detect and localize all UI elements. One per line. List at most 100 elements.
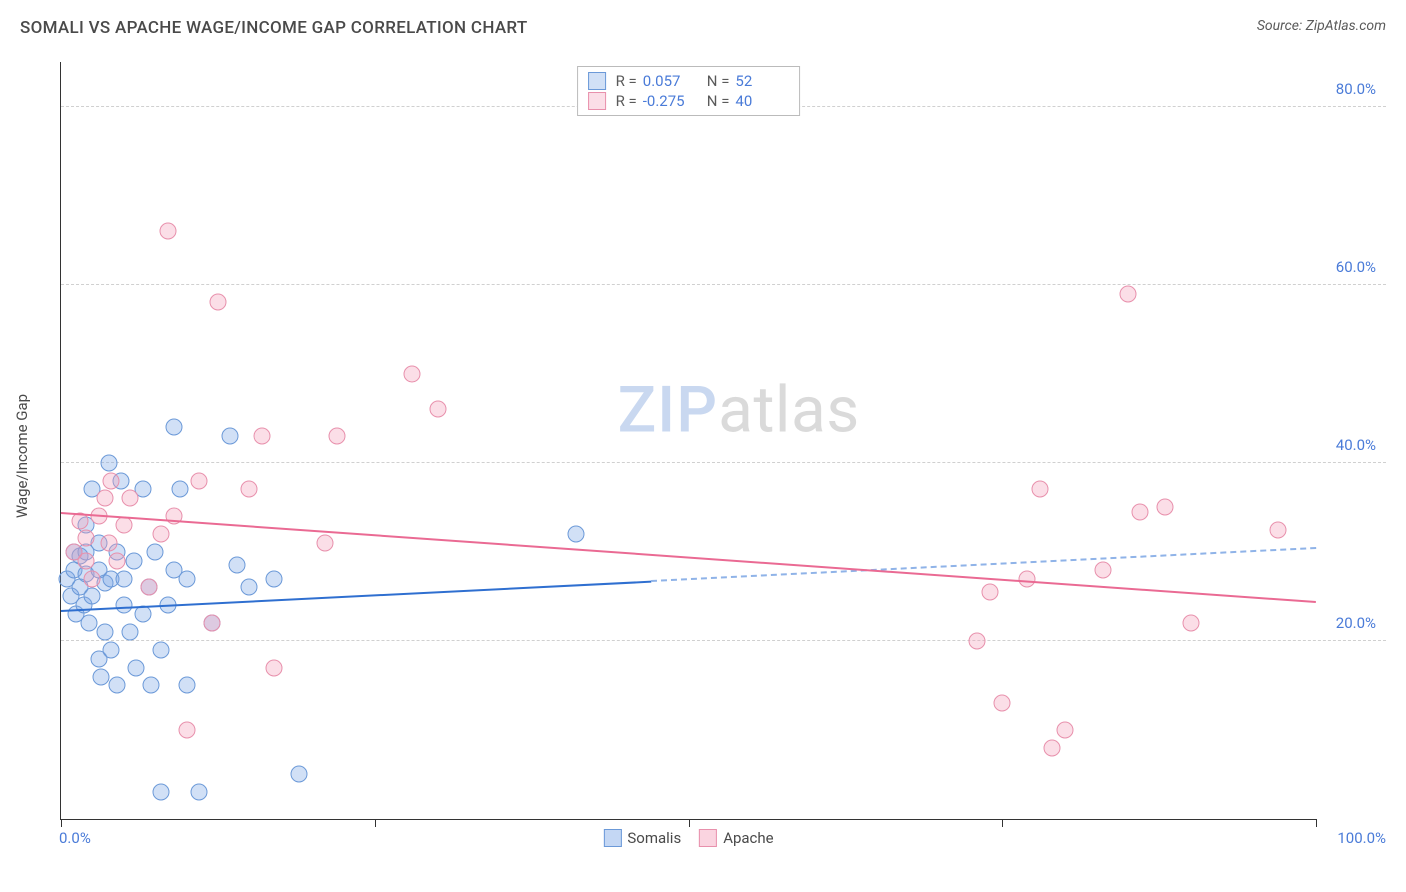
- scatter-point: [222, 428, 239, 445]
- scatter-point: [1182, 615, 1199, 632]
- x-tick-mark: [375, 819, 376, 827]
- scatter-point: [153, 784, 170, 801]
- scatter-point: [140, 579, 157, 596]
- scatter-point: [1094, 561, 1111, 578]
- legend-n-value: 52: [735, 72, 789, 90]
- scatter-point: [1157, 499, 1174, 516]
- scatter-point: [191, 784, 208, 801]
- legend-r-label: R =: [616, 72, 637, 90]
- scatter-point: [241, 481, 258, 498]
- watermark: ZIPatlas: [618, 373, 860, 448]
- scatter-point: [115, 597, 132, 614]
- legend-r-value: 0.057: [643, 72, 697, 90]
- legend-swatch: [603, 829, 621, 847]
- legend-swatch: [588, 92, 606, 110]
- gridline: [61, 462, 1386, 463]
- chart-container: Wage/Income Gap ZIPatlas R =0.057N =52R …: [50, 62, 1386, 850]
- y-tick-label: 80.0%: [1336, 80, 1376, 98]
- legend-swatch: [699, 829, 717, 847]
- y-tick-label: 20.0%: [1336, 614, 1376, 632]
- series-legend: Somalis Apache: [603, 829, 773, 847]
- scatter-point: [969, 632, 986, 649]
- scatter-point: [994, 695, 1011, 712]
- scatter-point: [429, 401, 446, 418]
- x-tick-mark: [1316, 819, 1317, 827]
- legend-n-label: N =: [707, 72, 730, 90]
- scatter-point: [981, 583, 998, 600]
- source-attribution: Source: ZipAtlas.com: [1257, 18, 1386, 34]
- scatter-point: [1132, 503, 1149, 520]
- scatter-point: [567, 526, 584, 543]
- scatter-point: [228, 557, 245, 574]
- scatter-point: [109, 552, 126, 569]
- gridline: [61, 284, 1386, 285]
- legend-series-item: Apache: [699, 829, 773, 847]
- scatter-point: [172, 481, 189, 498]
- scatter-point: [100, 534, 117, 551]
- scatter-point: [109, 677, 126, 694]
- scatter-point: [203, 615, 220, 632]
- scatter-point: [96, 623, 113, 640]
- scatter-point: [178, 721, 195, 738]
- scatter-point: [241, 579, 258, 596]
- watermark-atlas: atlas: [718, 373, 860, 448]
- scatter-point: [178, 677, 195, 694]
- scatter-point: [316, 534, 333, 551]
- scatter-point: [153, 526, 170, 543]
- scatter-point: [1119, 285, 1136, 302]
- legend-n-label: N =: [707, 92, 730, 110]
- legend-series-label: Apache: [723, 829, 773, 847]
- scatter-point: [404, 365, 421, 382]
- scatter-point: [191, 472, 208, 489]
- scatter-point: [1057, 721, 1074, 738]
- legend-n-value: 40: [735, 92, 789, 110]
- legend-r-label: R =: [616, 92, 637, 110]
- scatter-point: [80, 615, 97, 632]
- chart-title: SOMALI VS APACHE WAGE/INCOME GAP CORRELA…: [20, 18, 528, 38]
- scatter-point: [1031, 481, 1048, 498]
- scatter-point: [253, 428, 270, 445]
- scatter-point: [115, 517, 132, 534]
- legend-stat-row: R = 0.057 N = 52: [588, 71, 790, 91]
- scatter-point: [122, 623, 139, 640]
- x-tick-mark: [1002, 819, 1003, 827]
- y-tick-label: 40.0%: [1336, 436, 1376, 454]
- scatter-point: [78, 530, 95, 547]
- scatter-point: [93, 668, 110, 685]
- scatter-point: [291, 766, 308, 783]
- scatter-point: [143, 677, 160, 694]
- scatter-point: [78, 552, 95, 569]
- scatter-point: [1019, 570, 1036, 587]
- legend-stat-row: R = -0.275 N = 40: [588, 91, 790, 111]
- scatter-point: [128, 659, 145, 676]
- scatter-point: [84, 588, 101, 605]
- watermark-zip: ZIP: [618, 373, 719, 448]
- plot-area: ZIPatlas R = 0.057 N = 52R = -0.275 N = 40 0.0…: [60, 62, 1316, 820]
- correlation-legend: R = 0.057 N = 52 R = -0.275 N = 40: [577, 66, 801, 116]
- scatter-point: [122, 490, 139, 507]
- scatter-point: [84, 570, 101, 587]
- scatter-point: [125, 552, 142, 569]
- scatter-point: [159, 223, 176, 240]
- scatter-point: [103, 472, 120, 489]
- scatter-point: [100, 454, 117, 471]
- scatter-point: [147, 543, 164, 560]
- x-tick-max: 100.0%: [1337, 829, 1386, 847]
- scatter-point: [1044, 739, 1061, 756]
- y-axis-label: Wage/Income Gap: [13, 394, 31, 518]
- x-tick-min: 0.0%: [59, 829, 91, 847]
- y-tick-label: 60.0%: [1336, 258, 1376, 276]
- legend-r-value: -0.275: [643, 92, 697, 110]
- scatter-point: [96, 490, 113, 507]
- scatter-point: [165, 419, 182, 436]
- scatter-point: [115, 570, 132, 587]
- legend-series-label: Somalis: [627, 829, 681, 847]
- gridline: [61, 640, 1386, 641]
- scatter-point: [153, 641, 170, 658]
- scatter-point: [209, 294, 226, 311]
- scatter-point: [329, 428, 346, 445]
- legend-swatch: [588, 72, 606, 90]
- legend-series-item: Somalis: [603, 829, 681, 847]
- scatter-point: [103, 641, 120, 658]
- x-tick-mark: [689, 819, 690, 827]
